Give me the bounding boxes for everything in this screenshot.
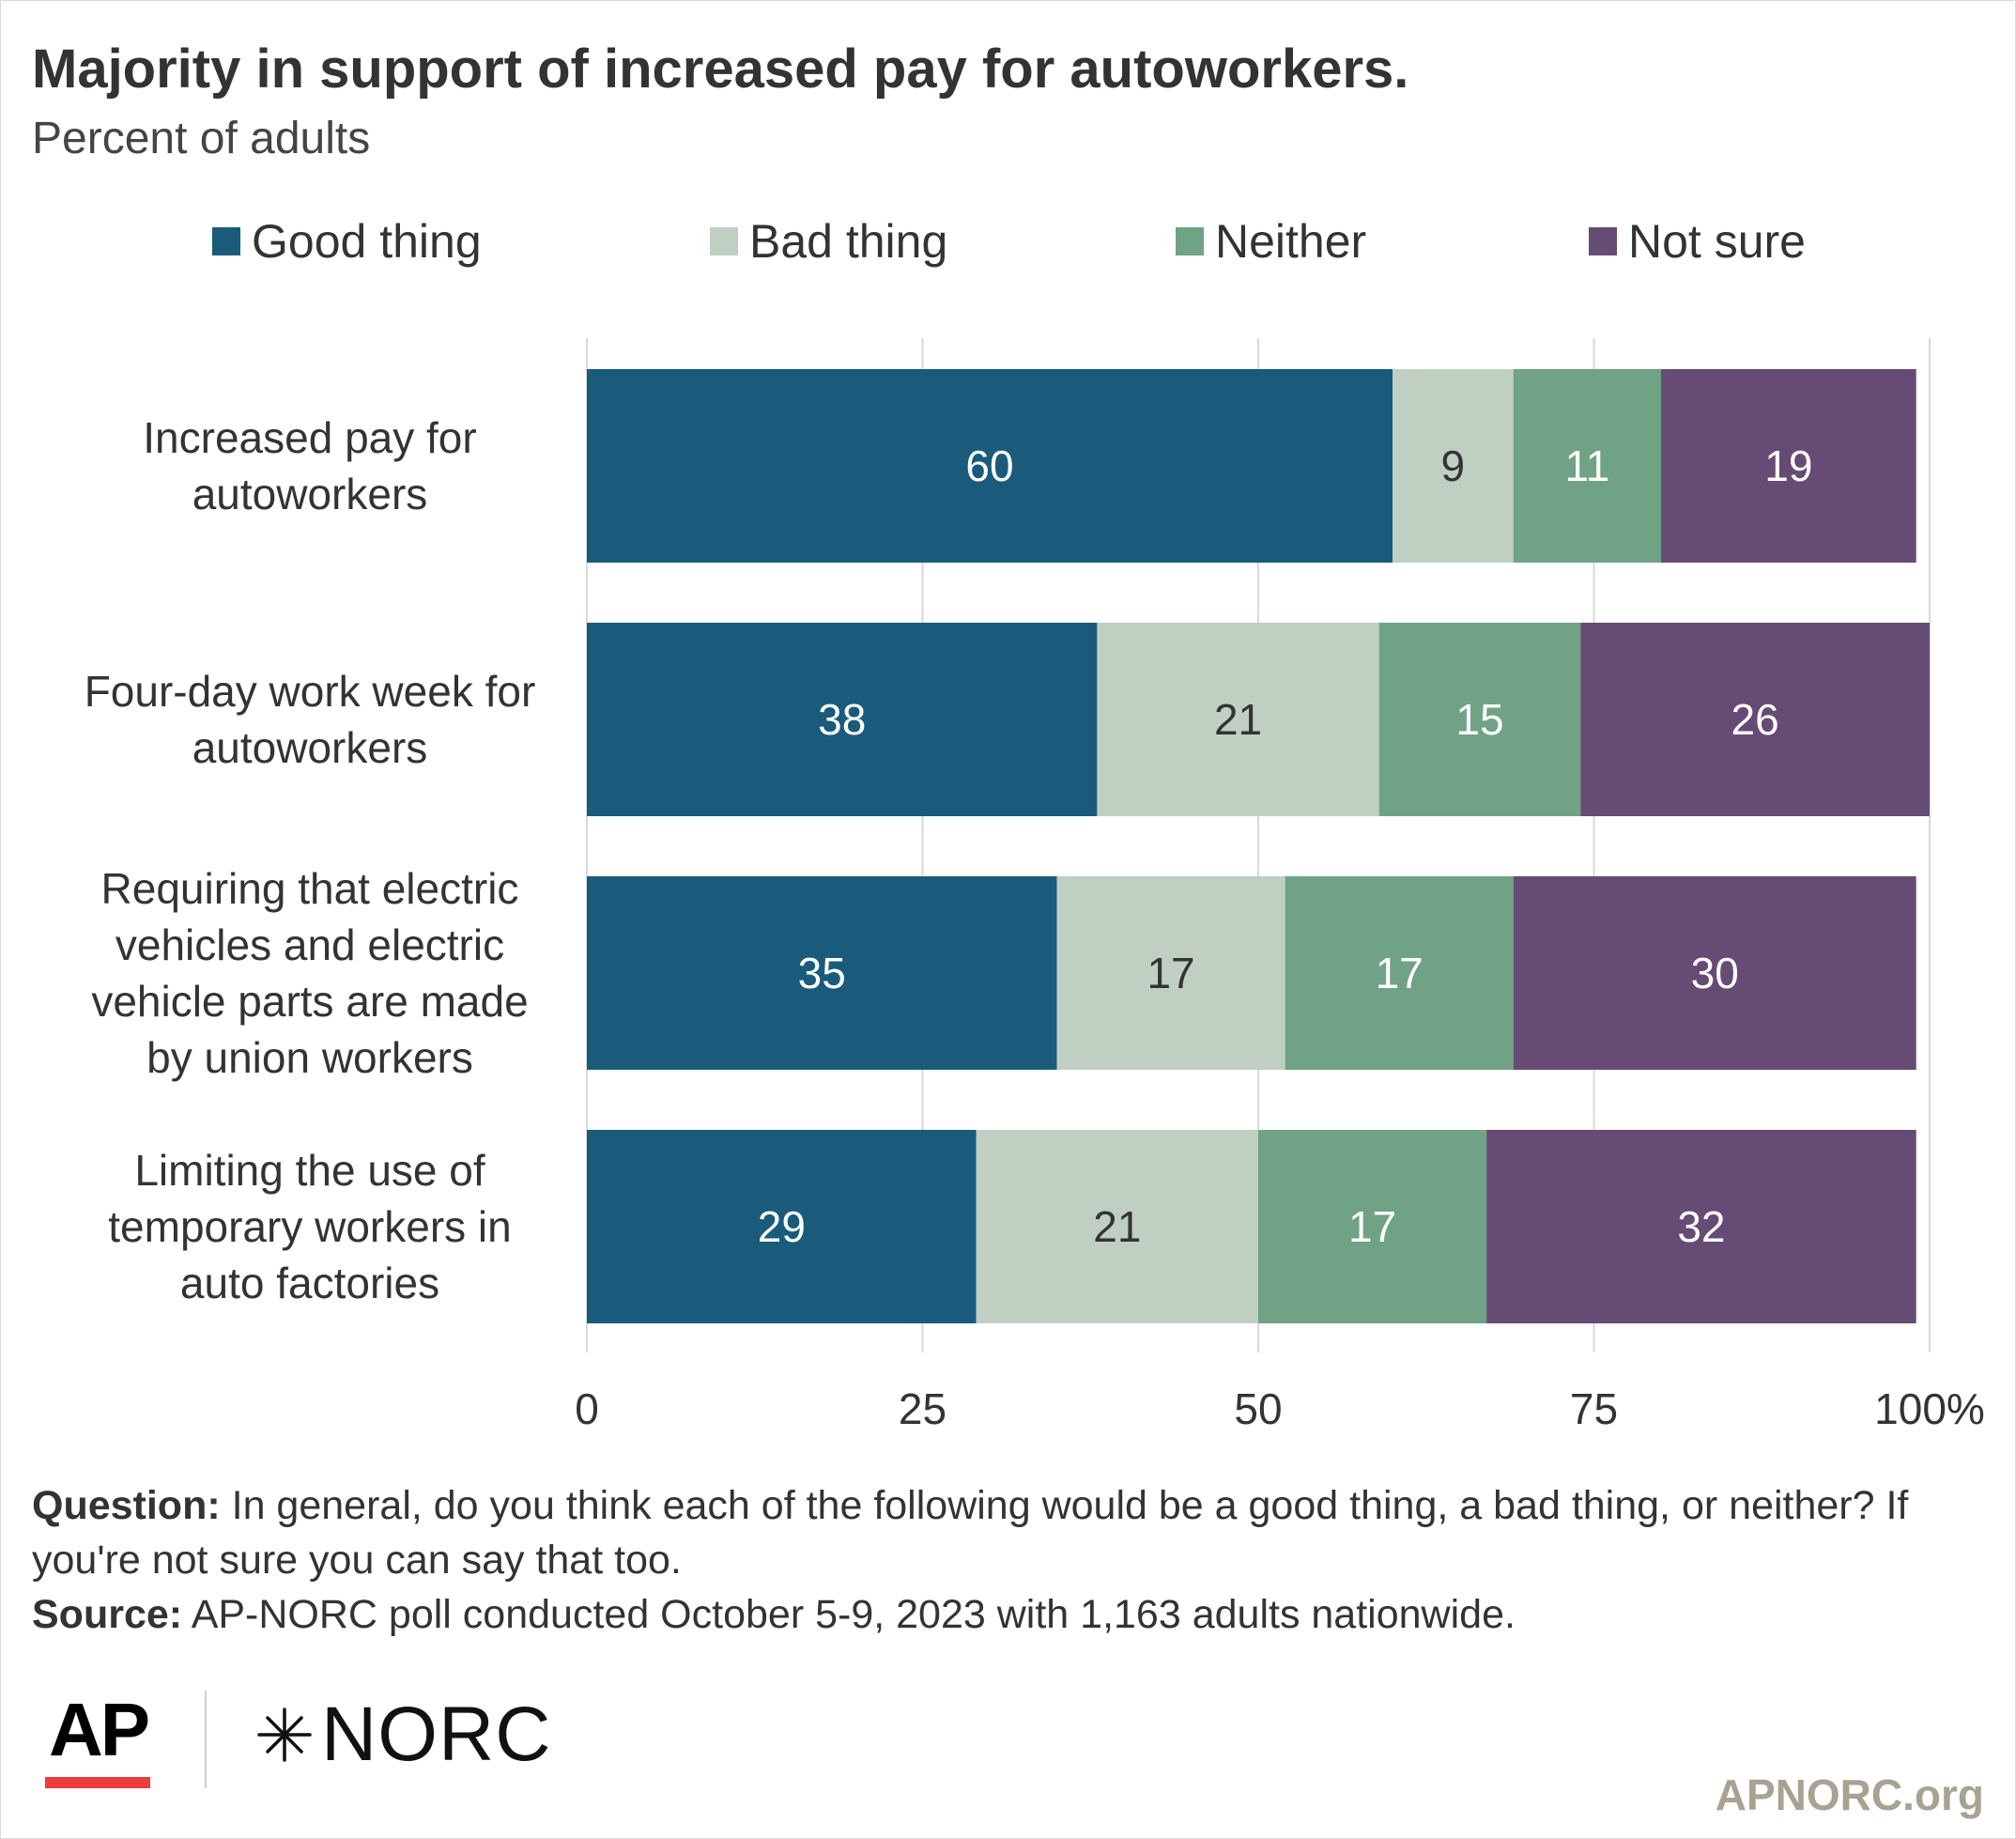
chart-title: Majority in support of increased pay for… (32, 39, 1409, 100)
legend: Good thing Bad thing Neither Not sure (0, 214, 2016, 270)
category-label-line: Limiting the use of (134, 1146, 485, 1195)
category-label-line: vehicles and electric (115, 920, 504, 969)
category-label-4: Limiting the use of temporary workers in a… (108, 1146, 511, 1307)
data-label-bad-thing-3: 17 (1147, 949, 1194, 997)
chart-subtitle: Percent of adults (32, 114, 371, 163)
bar-bad-thing-2 (1097, 623, 1379, 816)
x-tick-label-100: 100% (1874, 1384, 1985, 1433)
bar-good-thing-4 (587, 1130, 977, 1323)
category-label-line: temporary workers in (108, 1202, 511, 1251)
category-label-line: auto factories (180, 1259, 439, 1307)
question-text: In general, do you think each of the fol… (32, 1483, 1909, 1583)
bar-good-thing-3 (587, 876, 1057, 1070)
bar-good-thing-2 (587, 623, 1098, 816)
legend-item-good-thing: Good thing (212, 214, 482, 269)
data-label-good-thing-4: 29 (758, 1202, 806, 1251)
data-label-good-thing-3: 35 (798, 949, 846, 997)
data-label-neither-2: 15 (1455, 695, 1503, 744)
legend-item-bad-thing: Bad thing (710, 214, 947, 269)
bar-neither-3 (1285, 876, 1514, 1070)
category-label-2: Four-day work week for autoworkers (85, 667, 536, 772)
data-label-not-sure-3: 30 (1691, 949, 1739, 997)
bar-neither-1 (1513, 369, 1661, 563)
legend-label-neither: Neither (1215, 215, 1367, 268)
site-link: APNORC.org (1715, 1770, 1984, 1819)
data-label-not-sure-1: 19 (1764, 441, 1812, 490)
x-tick-label-50: 50 (1234, 1384, 1282, 1433)
x-tick-label-75: 75 (1570, 1384, 1618, 1433)
logo-divider (205, 1691, 207, 1788)
question-note: Question: In general, do you think each … (32, 1478, 1985, 1587)
source-note: Source: AP-NORC poll conducted October 5… (32, 1587, 1985, 1642)
data-label-bad-thing-4: 21 (1093, 1202, 1141, 1251)
x-tick-label-25: 25 (899, 1384, 946, 1433)
legend-swatch-neither (1176, 227, 1204, 255)
data-label-good-thing-1: 60 (965, 441, 1013, 490)
category-label-line: autoworkers (192, 470, 428, 518)
norc-star-icon (257, 1708, 312, 1762)
bar-neither-2 (1378, 623, 1581, 816)
norc-logo-text: NORC (321, 1692, 552, 1777)
category-label-line: autoworkers (192, 723, 428, 772)
legend-item-neither: Neither (1176, 214, 1366, 269)
data-label-good-thing-2: 38 (818, 695, 866, 744)
ap-logo: AP (49, 1688, 150, 1771)
norc-logo: NORC (254, 1691, 551, 1779)
category-label-line: vehicle parts are made (91, 977, 528, 1026)
category-label-line: Increased pay for (143, 413, 476, 462)
bar-bad-thing-4 (976, 1130, 1258, 1323)
data-label-not-sure-4: 32 (1677, 1202, 1725, 1251)
bar-good-thing-1 (587, 369, 1393, 563)
source-label: Source: (32, 1592, 183, 1637)
bar-not-sure-3 (1513, 876, 1916, 1070)
bar-not-sure-1 (1661, 369, 1916, 563)
data-label-neither-1: 11 (1564, 441, 1609, 490)
legend-swatch-good-thing (212, 227, 240, 255)
bar-bad-thing-1 (1393, 369, 1514, 563)
bar-not-sure-2 (1580, 623, 1930, 816)
data-label-bad-thing-2: 21 (1214, 695, 1262, 744)
stacked-bar-chart: 60 9 11 19 Increased pay for autoworkers 38 21 1… (85, 338, 1985, 1433)
category-label-1: Increased pay for autoworkers (143, 413, 476, 518)
legend-label-not-sure: Not sure (1628, 215, 1806, 268)
x-tick-label-0: 0 (575, 1384, 599, 1433)
data-label-bad-thing-1: 9 (1441, 441, 1466, 490)
legend-swatch-bad-thing (710, 227, 738, 255)
category-label-line: Four-day work week for (85, 667, 536, 716)
legend-label-good-thing: Good thing (252, 215, 482, 268)
legend-swatch-not-sure (1589, 227, 1617, 255)
category-label-line: by union workers (146, 1033, 473, 1082)
data-label-neither-4: 17 (1348, 1202, 1396, 1251)
bar-not-sure-4 (1486, 1130, 1916, 1323)
legend-item-not-sure: Not sure (1589, 214, 1806, 269)
ap-logo-underline (45, 1777, 150, 1788)
question-label: Question: (32, 1483, 221, 1528)
category-label-line: Requiring that electric (101, 864, 519, 913)
data-label-neither-3: 17 (1376, 949, 1424, 997)
source-text: AP-NORC poll conducted October 5-9, 2023… (191, 1592, 1516, 1637)
category-label-3: Requiring that electric vehicles and elec… (91, 864, 528, 1082)
legend-label-bad-thing: Bad thing (749, 215, 948, 268)
bar-neither-4 (1258, 1130, 1487, 1323)
bar-bad-thing-3 (1056, 876, 1285, 1070)
data-label-not-sure-2: 26 (1731, 695, 1779, 744)
